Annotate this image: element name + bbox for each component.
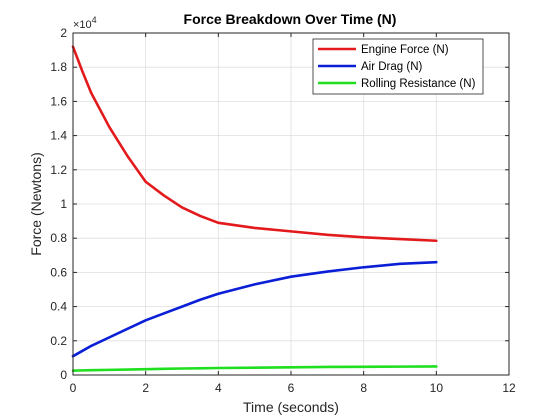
y-tick-label: 1.2 — [50, 163, 67, 177]
series-line-2 — [71, 260, 438, 358]
series-line-1 — [71, 45, 438, 243]
legend-label-3: Rolling Resistance (N) — [361, 78, 476, 90]
x-tick-label: 8 — [360, 381, 367, 395]
x-tick-label: 4 — [215, 381, 222, 395]
y-tick-label: 0.2 — [50, 334, 67, 348]
legend-label-2: Air Drag (N) — [361, 61, 423, 73]
y-tick-label: 0.4 — [50, 300, 67, 314]
series-line-3 — [71, 365, 438, 373]
legend-items: Engine Force (N) Air Drag (N) Rolling Resi… — [318, 44, 476, 90]
legend-label-1: Engine Force (N) — [361, 44, 449, 56]
y-exponent: 4 — [92, 15, 97, 25]
y-tick-label: 0.6 — [50, 265, 67, 279]
x-tick-label: 6 — [288, 381, 295, 395]
x-tick-label: 2 — [142, 381, 149, 395]
chart-title: Force Breakdown Over Time (N) — [184, 11, 397, 27]
y-multiplier: ×10 — [73, 19, 92, 31]
y-exponent-label: ×104 — [73, 15, 97, 31]
y-tick-label: 2 — [60, 26, 67, 40]
y-tick-label: 0.8 — [50, 231, 67, 245]
y-tick-label: 1.4 — [50, 129, 67, 143]
x-tick-label: 0 — [70, 381, 77, 395]
y-tick-label: 1 — [60, 197, 67, 211]
y-tick-label: 0 — [60, 368, 67, 382]
x-tick-label: 10 — [430, 381, 444, 395]
x-axis-label: Time (seconds) — [243, 399, 339, 415]
series-group — [71, 45, 438, 373]
y-tick-label: 1.8 — [50, 60, 67, 74]
legend: Engine Force (N) Air Drag (N) Rolling Resi… — [312, 38, 484, 95]
ticks: 0 2 4 6 8 10 12 0 0.2 0.4 0.6 0.8 1 1.2 1.4 1.6 1.8 2 — [50, 26, 516, 395]
x-tick-label: 12 — [502, 381, 516, 395]
y-tick-label: 1.6 — [50, 94, 67, 108]
y-axis-label: Force (Newtons) — [28, 152, 44, 255]
